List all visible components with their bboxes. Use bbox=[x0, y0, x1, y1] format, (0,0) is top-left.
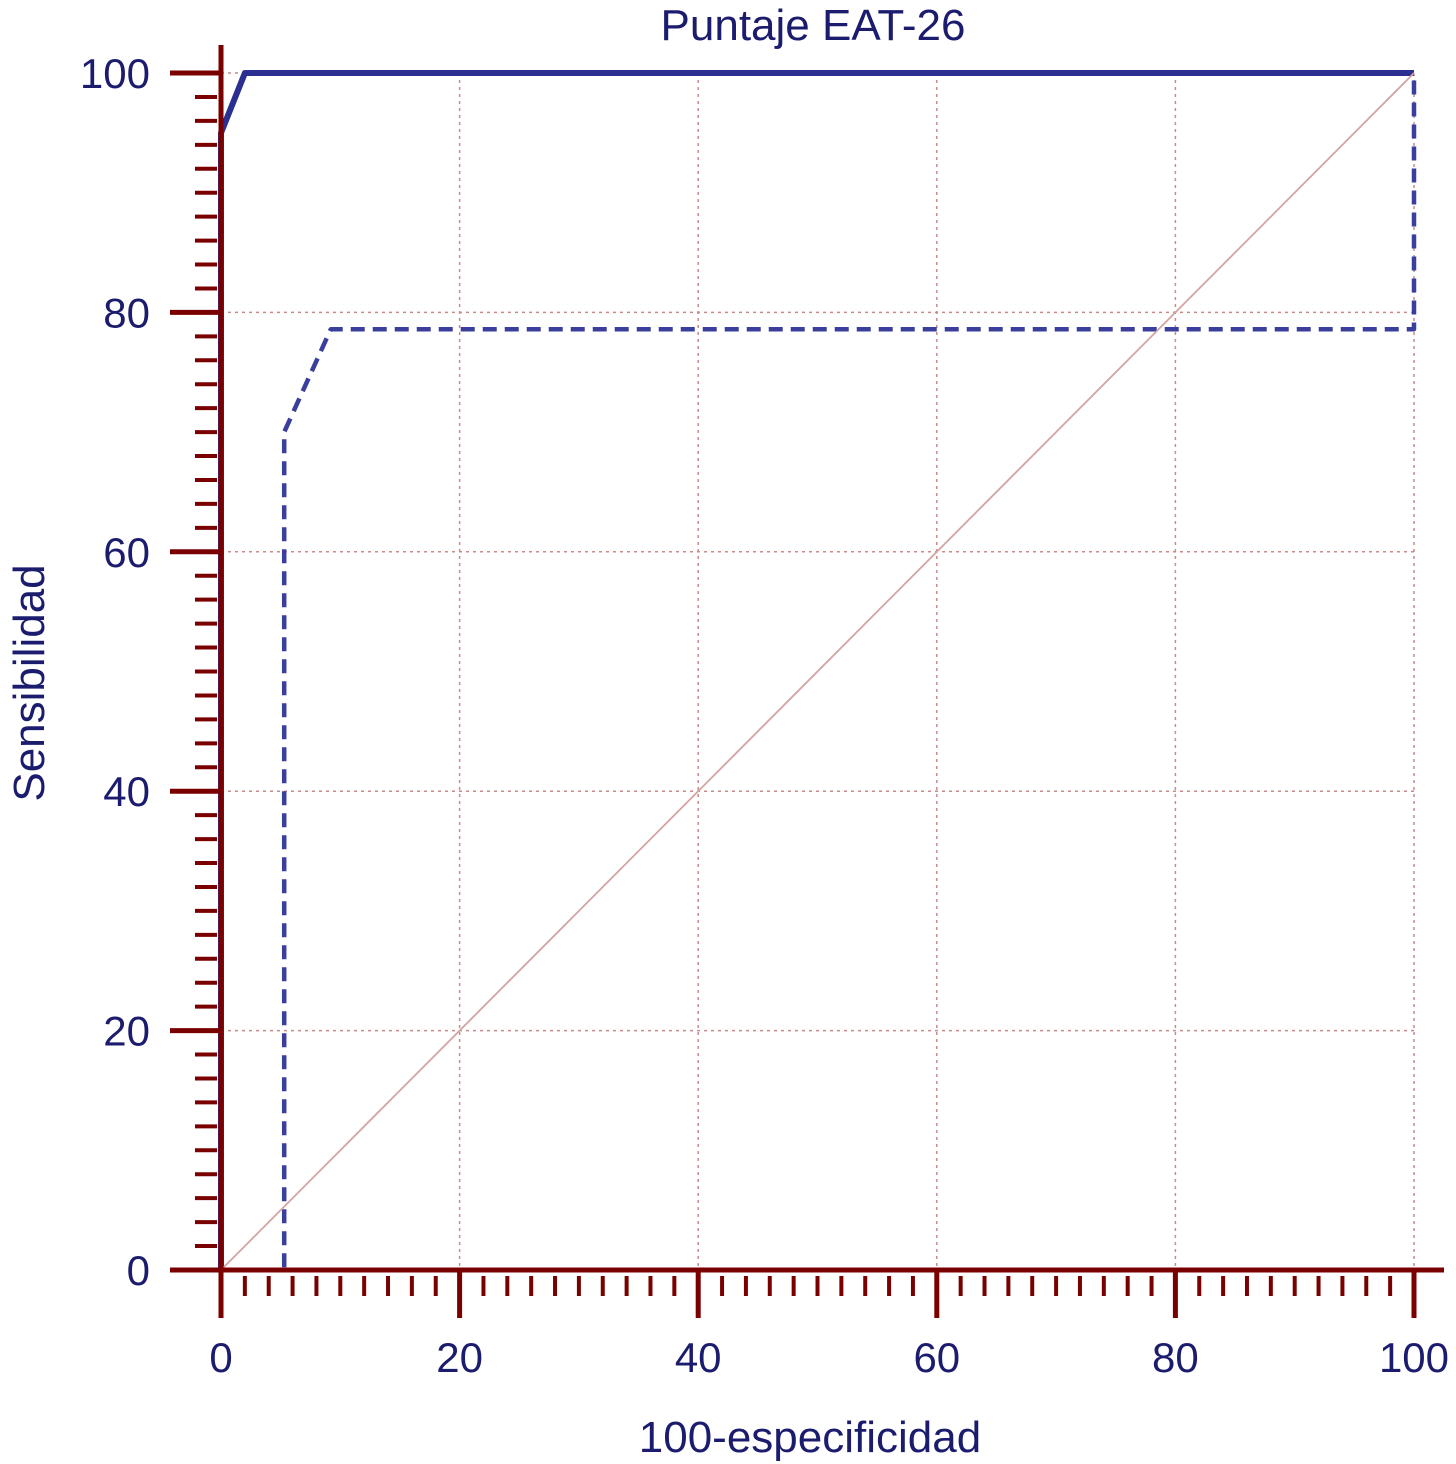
y-tick-label: 100 bbox=[80, 50, 150, 97]
x-axis-label: 100-especificidad bbox=[639, 1413, 981, 1462]
minor-ticks bbox=[195, 94, 1393, 1296]
axes bbox=[170, 45, 1444, 1318]
series bbox=[218, 70, 1417, 1273]
x-tick-label: 100 bbox=[1379, 1334, 1449, 1381]
x-tick-label: 40 bbox=[675, 1334, 722, 1381]
y-axis-label: Sensibilidad bbox=[5, 564, 54, 801]
chart-title: Puntaje EAT-26 bbox=[661, 1, 966, 50]
x-tick-label: 60 bbox=[913, 1334, 960, 1381]
x-tick-label: 0 bbox=[209, 1334, 232, 1381]
y-tick-label: 40 bbox=[103, 768, 150, 815]
y-tick-label: 60 bbox=[103, 529, 150, 576]
reference-diagonal bbox=[220, 72, 1415, 1271]
y-tick-label: 0 bbox=[127, 1247, 150, 1294]
x-tick-label: 20 bbox=[436, 1334, 483, 1381]
x-tick-label: 80 bbox=[1152, 1334, 1199, 1381]
y-tick-label: 20 bbox=[103, 1008, 150, 1055]
y-tick-label: 80 bbox=[103, 289, 150, 336]
labels: Puntaje EAT-26 100-especificidad Sensibi… bbox=[5, 1, 1449, 1462]
